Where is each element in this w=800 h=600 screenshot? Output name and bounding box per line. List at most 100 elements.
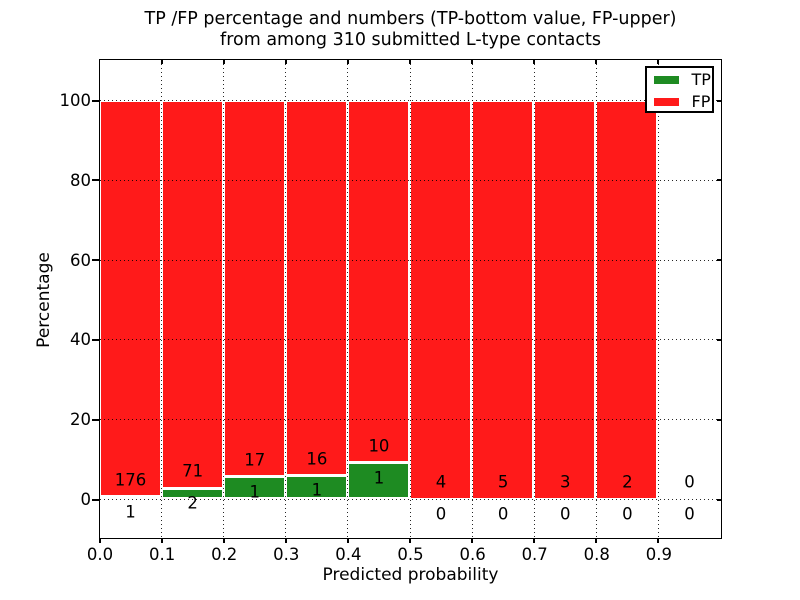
ytick-mark-left — [91, 259, 100, 262]
xtick-label-0.9: 0.9 — [645, 545, 673, 564]
xtick-mark-top — [471, 59, 474, 64]
bar-fp-bin7 — [534, 100, 596, 499]
xtick-label-0.8: 0.8 — [583, 545, 610, 564]
xtick-mark-top — [284, 59, 287, 64]
legend: TP FP — [644, 65, 714, 113]
xtick-label-0.0: 0.0 — [86, 545, 114, 564]
x-axis-label: Predicted probability — [322, 565, 499, 585]
xtick-mark-top — [222, 59, 225, 64]
xtick-mark-bottom — [471, 537, 474, 543]
gridline-x-0.5 — [409, 59, 411, 538]
ytick-label-0: 0 — [80, 490, 92, 510]
xtick-label-0.7: 0.7 — [521, 545, 548, 564]
ytick-mark-right — [716, 259, 721, 262]
chart-title-line2: from among 310 submitted L-type contacts — [220, 30, 601, 50]
fp-count-label-bin7: 3 — [559, 472, 571, 492]
xtick-label-0.6: 0.6 — [459, 545, 486, 564]
ytick-mark-right — [716, 338, 721, 341]
ytick-mark-right — [716, 99, 721, 102]
bar-fp-bin2 — [223, 100, 285, 477]
bar-tp-bin0 — [99, 497, 161, 500]
ytick-mark-left — [91, 99, 100, 102]
xtick-mark-bottom — [222, 537, 225, 543]
xtick-mark-top — [595, 59, 598, 64]
fp-count-label-bin8: 2 — [622, 472, 633, 492]
tp-count-label-bin4: 1 — [373, 468, 385, 488]
bar-tp-bin4 — [347, 463, 409, 499]
ytick-label-20: 20 — [70, 410, 91, 430]
ytick-mark-right — [716, 179, 721, 182]
ytick-label-60: 60 — [70, 250, 91, 270]
bar-tp-bin3 — [285, 476, 347, 499]
ytick-label-40: 40 — [70, 330, 91, 350]
xtick-mark-bottom — [533, 537, 536, 543]
xtick-mark-top — [657, 59, 660, 64]
xtick-mark-bottom — [409, 537, 411, 543]
fp-count-label-bin5: 4 — [435, 472, 447, 492]
ytick-mark-right — [716, 498, 721, 501]
ytick-mark-left — [91, 418, 100, 421]
chart-title-line1: TP /FP percentage and numbers (TP-bottom… — [144, 9, 677, 29]
fp-count-label-bin0: 176 — [114, 470, 147, 490]
xtick-label-0.4: 0.4 — [335, 545, 362, 564]
gridline-x-0.2 — [223, 59, 225, 538]
gridline-x-0.4 — [347, 59, 349, 538]
xtick-mark-bottom — [657, 537, 660, 543]
bar-fp-bin1 — [161, 100, 223, 488]
xtick-label-0.3: 0.3 — [273, 545, 300, 564]
xtick-mark-bottom — [346, 537, 349, 543]
tp-count-label-bin8: 0 — [622, 504, 633, 524]
legend-item-fp: FP — [647, 93, 712, 112]
xtick-mark-top — [409, 59, 411, 64]
plot-area: 176 1 71 2 17 1 16 1 10 1 4 0 5 0 3 0 2 0 0 0 TP FP — [91, 58, 722, 543]
ytick-mark-left — [91, 338, 100, 341]
ytick-mark-left — [91, 498, 100, 501]
xtick-mark-top — [533, 59, 536, 64]
tp-count-label-bin5: 0 — [435, 504, 447, 524]
gridline-x-0.3 — [285, 59, 287, 538]
legend-swatch-tp — [653, 76, 679, 84]
tp-count-label-bin9: 0 — [684, 504, 695, 524]
fp-count-label-bin9: 0 — [684, 472, 695, 492]
legend-label-fp: FP — [691, 92, 711, 111]
fp-count-label-bin2: 17 — [244, 450, 266, 470]
bar-tp-bin2 — [223, 477, 285, 499]
tp-count-label-bin3: 1 — [311, 480, 323, 500]
xtick-mark-top — [160, 59, 163, 64]
gridline-x-0.9 — [657, 59, 659, 538]
xtick-mark-top — [346, 59, 349, 64]
ytick-mark-right — [716, 418, 721, 421]
bar-fp-bin3 — [285, 100, 347, 476]
fp-count-label-bin3: 16 — [306, 449, 328, 469]
bar-fp-bin0 — [99, 100, 161, 497]
bar-fp-bin5 — [410, 100, 472, 499]
bar-fp-bin8 — [596, 100, 658, 499]
bar-fp-bin4 — [347, 100, 409, 463]
legend-item-tp: TP — [647, 71, 712, 90]
xtick-label-0.2: 0.2 — [211, 545, 238, 564]
tp-count-label-bin6: 0 — [497, 504, 509, 524]
xtick-mark-bottom — [160, 537, 163, 543]
xtick-label-0.5: 0.5 — [397, 545, 424, 564]
fp-count-label-bin1: 71 — [182, 461, 204, 481]
gridline-x-0.8 — [595, 59, 597, 538]
ytick-label-100: 100 — [59, 91, 92, 111]
xtick-mark-bottom — [595, 537, 598, 543]
bar-fp-bin6 — [472, 100, 534, 499]
tp-count-label-bin7: 0 — [559, 504, 571, 524]
tp-count-label-bin0: 1 — [125, 502, 136, 522]
chart-title: TP /FP percentage and numbers (TP-bottom… — [100, 9, 721, 51]
xtick-mark-bottom — [284, 537, 287, 543]
bar-tp-bin1 — [161, 488, 223, 499]
ytick-mark-left — [91, 179, 100, 182]
tp-count-label-bin1: 2 — [187, 493, 198, 513]
fp-count-label-bin4: 10 — [368, 436, 390, 456]
xtick-mark-bottom — [98, 537, 101, 543]
gridline-x-0.6 — [471, 59, 473, 538]
ytick-label-80: 80 — [70, 170, 91, 190]
gridline-x-0.7 — [533, 59, 535, 538]
tp-count-label-bin2: 1 — [249, 482, 260, 502]
xtick-label-0.1: 0.1 — [148, 545, 176, 564]
legend-label-tp: TP — [691, 70, 711, 89]
